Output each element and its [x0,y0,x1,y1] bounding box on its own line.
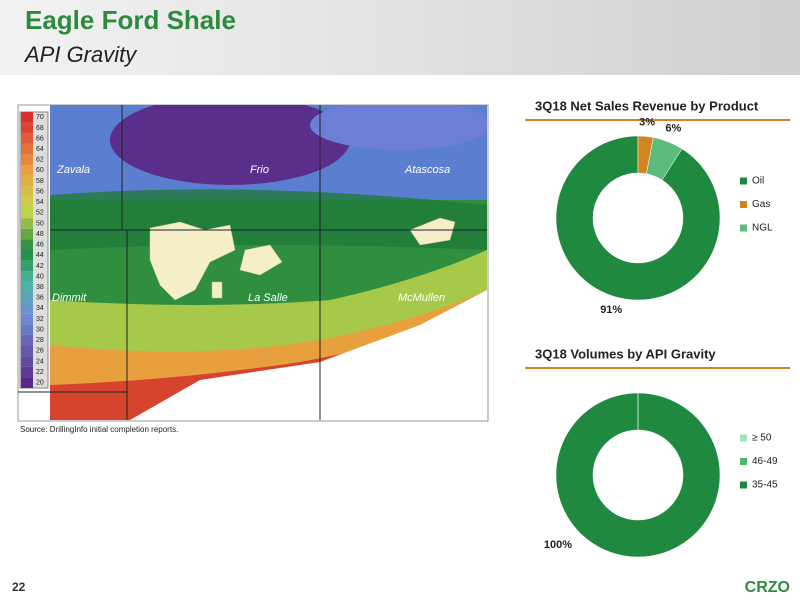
scale-cell [21,175,33,187]
scale-cell [21,250,33,261]
scale-label: 24 [36,358,44,365]
legend-label: 46-49 [752,456,778,467]
scale-label: 34 [36,305,44,312]
scale-label: 46 [36,242,44,249]
scale-cell [21,122,33,134]
scale-label: 58 [36,178,44,185]
scale-label: 66 [36,135,44,142]
legend-swatch [740,224,747,232]
scale-label: 64 [36,146,44,153]
scale-cell [21,154,33,166]
scale-label: 50 [36,220,44,227]
legend-label: NGL [752,223,773,234]
scale-cell [21,345,33,357]
scale-label: 32 [36,316,44,323]
scale-label: 62 [36,157,44,164]
county-borders [18,105,487,420]
scale-cell [21,366,33,378]
county-label: La Salle [248,292,288,304]
scale-label: 22 [36,369,44,376]
scale-label: 28 [36,337,44,344]
scale-cell [21,228,33,240]
scale-cell [21,324,33,335]
charts: 3Q18 Net Sales Revenue by Product 91% 3% 6%… [525,98,790,558]
scale-cell [21,356,33,367]
scale-label: 42 [36,263,44,270]
scale-cell [21,313,33,325]
county-labels: Zavala Frio Atascosa Dimmit La Salle McMullen [52,164,450,304]
scale-label: 54 [36,199,44,206]
scale-cell [21,196,33,208]
source-note: Source: DrillingInfo initial completion … [20,425,178,434]
legend-swatch [740,458,747,465]
legend-label: Oil [752,176,764,187]
county-label: Atascosa [404,164,450,176]
scale-cell [21,334,33,346]
county-label: Dimmit [52,292,87,304]
scale-cell [21,271,33,282]
scale-cell [21,112,33,123]
scale-cell [21,143,33,155]
county-label: Zavala [56,164,90,176]
scale-cell [21,133,33,144]
county-label: McMullen [398,292,445,304]
slide-subtitle: API Gravity [23,42,138,67]
legend-label: ≥ 50 [752,433,772,444]
legend-swatch [740,201,747,208]
scale-cell [21,292,33,304]
legend-swatch [740,434,747,442]
scale-cell [21,260,33,272]
scale-label: 48 [36,231,44,238]
scale-label: 70 [36,114,44,121]
scale-label: 36 [36,295,44,302]
page-number: 22 [12,580,26,594]
color-scale: 20 22 24 26 28 30 32 34 36 38 40 42 44 46 48 50 52 54 56 58… [19,111,49,389]
scale-cell [21,207,33,219]
scale-label: 38 [36,284,44,291]
map: 20 22 24 26 28 30 32 34 36 38 40 42 44 46 48 50 52 54 56 58… [17,104,489,422]
county-label: Frio [250,164,269,176]
scale-label: 60 [36,167,44,174]
donut-slice [646,137,683,181]
slide-title: Eagle Ford Shale [25,5,236,35]
scale-label: 44 [36,252,44,259]
legend-swatch [740,481,747,489]
legend-label: 35-45 [752,480,778,491]
scale-cell [21,218,33,229]
scale-label: 26 [36,348,44,355]
value-label: 3% [639,116,655,128]
chart-title: 3Q18 Net Sales Revenue by Product [535,98,759,113]
chart-title: 3Q18 Volumes by API Gravity [535,346,716,361]
scale-label: 68 [36,125,44,132]
scale-cell [21,303,33,314]
value-label: 100% [544,539,572,551]
scale-label: 56 [36,188,44,195]
scale-label: 20 [36,380,44,387]
legend-label: Gas [752,199,770,210]
scale-cell [21,165,33,176]
scale-cell [21,239,33,250]
donut-slice [555,392,721,558]
scale-cell [21,281,33,293]
value-label: 6% [665,123,681,135]
logo: CRZO [745,579,790,596]
donut-slice [555,135,721,301]
scale-cell [21,186,33,197]
header-bar [0,0,800,75]
scale-label: 40 [36,273,44,280]
scale-label: 52 [36,210,44,217]
scale-cell [21,377,33,388]
value-label: 91% [600,304,622,316]
scale-label: 30 [36,326,44,333]
legend-swatch [740,177,747,185]
map-surface [50,105,487,420]
